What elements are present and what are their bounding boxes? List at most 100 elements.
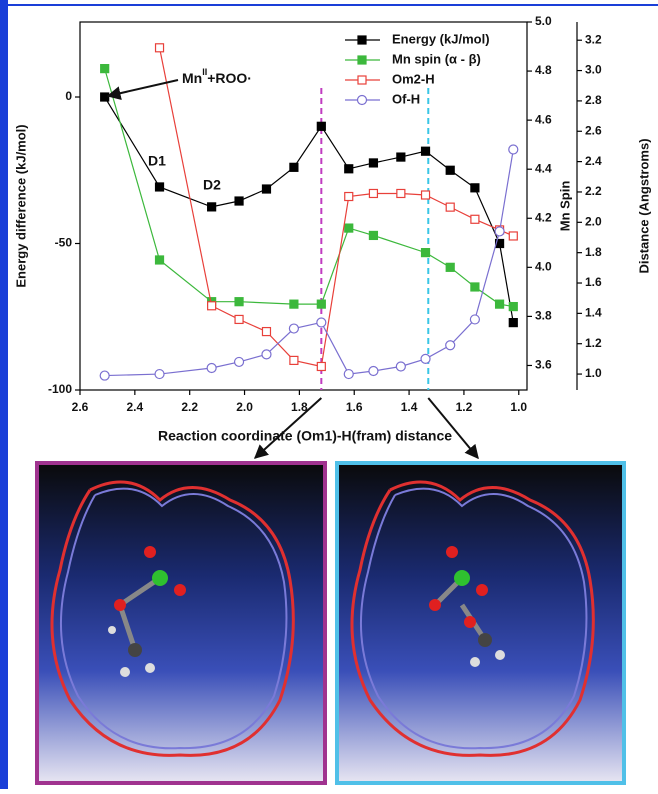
y3-tick-label: 2.8 xyxy=(585,93,602,107)
point xyxy=(262,185,270,193)
annotation: MnII+ROO· xyxy=(182,67,252,85)
y3-tick-label: 3.0 xyxy=(585,63,602,77)
x-tick-label: 2.0 xyxy=(236,400,253,414)
y2-tick-label: 3.8 xyxy=(535,309,552,323)
y3-tick-label: 1.6 xyxy=(585,275,602,289)
point xyxy=(470,315,479,324)
point xyxy=(345,165,353,173)
x-tick-label: 1.2 xyxy=(456,400,473,414)
point xyxy=(446,166,454,174)
point xyxy=(235,357,244,366)
annotation-rest: +ROO· xyxy=(207,70,252,86)
y3-tick-label: 2.6 xyxy=(585,123,602,137)
x-tick-label: 1.0 xyxy=(510,400,527,414)
point xyxy=(369,367,378,376)
y-tick-label: -50 xyxy=(55,236,73,250)
point xyxy=(471,184,479,192)
point xyxy=(101,65,109,73)
point xyxy=(290,163,298,171)
point xyxy=(235,197,243,205)
page-border xyxy=(0,0,8,789)
point xyxy=(345,224,353,232)
y2-tick-label: 4.2 xyxy=(535,210,552,224)
point xyxy=(422,147,430,155)
point xyxy=(156,256,164,264)
point xyxy=(446,341,455,350)
point xyxy=(156,44,164,52)
x-tick-label: 1.6 xyxy=(346,400,363,414)
point xyxy=(397,153,405,161)
point xyxy=(509,303,517,311)
point xyxy=(509,319,517,327)
point xyxy=(471,283,479,291)
y-tick-label: 0 xyxy=(65,89,72,103)
y2-tick-label: 4.6 xyxy=(535,112,552,126)
figure: Reaction coordinate (Om1)-H(fram) distan… xyxy=(0,0,658,789)
point xyxy=(235,298,243,306)
point xyxy=(471,215,479,223)
point xyxy=(344,370,353,379)
annotation: D1 xyxy=(148,153,166,169)
point xyxy=(495,227,504,236)
point xyxy=(290,356,298,364)
point xyxy=(397,189,405,197)
y2-tick-label: 5.0 xyxy=(535,14,552,28)
point xyxy=(345,193,353,201)
y3-tick-label: 1.8 xyxy=(585,245,602,259)
point xyxy=(509,232,517,240)
x-tick-label: 2.4 xyxy=(127,400,144,414)
point xyxy=(509,145,518,154)
structure-panel-left xyxy=(37,463,325,783)
point xyxy=(262,350,271,359)
y2-tick-label: 3.6 xyxy=(535,358,552,372)
y3-tick-label: 2.0 xyxy=(585,214,602,228)
y2-axis-label: Mn Spin xyxy=(557,181,572,232)
y2-tick-label: 4.0 xyxy=(535,260,552,274)
y-tick-label: -100 xyxy=(48,382,72,396)
point xyxy=(358,96,367,105)
point xyxy=(396,362,405,371)
point xyxy=(317,362,325,370)
point xyxy=(208,203,216,211)
point xyxy=(358,56,366,64)
page-border xyxy=(0,4,658,6)
legend-label: Om2-H xyxy=(392,71,435,86)
point xyxy=(421,354,430,363)
point xyxy=(369,159,377,167)
point xyxy=(358,36,366,44)
y2-tick-label: 4.8 xyxy=(535,63,552,77)
point xyxy=(317,318,326,327)
point xyxy=(369,189,377,197)
y3-axis-label: Distance (Angstroms) xyxy=(636,138,651,273)
point xyxy=(290,300,298,308)
point xyxy=(317,122,325,130)
point xyxy=(422,249,430,257)
structure-panel-right xyxy=(337,463,624,783)
legend-label: Of-H xyxy=(392,91,420,106)
y3-tick-label: 1.0 xyxy=(585,366,602,380)
legend-label: Energy (kJ/mol) xyxy=(392,31,490,46)
point xyxy=(422,191,430,199)
x-tick-label: 1.4 xyxy=(401,400,418,414)
point xyxy=(317,300,325,308)
y3-tick-label: 2.2 xyxy=(585,184,602,198)
x-tick-label: 2.6 xyxy=(72,400,89,414)
point xyxy=(101,93,109,101)
annotation-text: Mn xyxy=(182,70,202,86)
x-tick-label: 2.2 xyxy=(181,400,198,414)
y3-tick-label: 1.2 xyxy=(585,336,602,350)
point xyxy=(369,231,377,239)
y-axis-label: Energy difference (kJ/mol) xyxy=(13,124,28,287)
point xyxy=(289,324,298,333)
annotation: D2 xyxy=(203,177,221,193)
point xyxy=(207,363,216,372)
point xyxy=(235,315,243,323)
point xyxy=(156,183,164,191)
y3-tick-label: 3.2 xyxy=(585,32,602,46)
point xyxy=(446,263,454,271)
point xyxy=(155,370,164,379)
point xyxy=(358,76,366,84)
point xyxy=(446,203,454,211)
y2-tick-label: 4.4 xyxy=(535,161,552,175)
point xyxy=(496,300,504,308)
